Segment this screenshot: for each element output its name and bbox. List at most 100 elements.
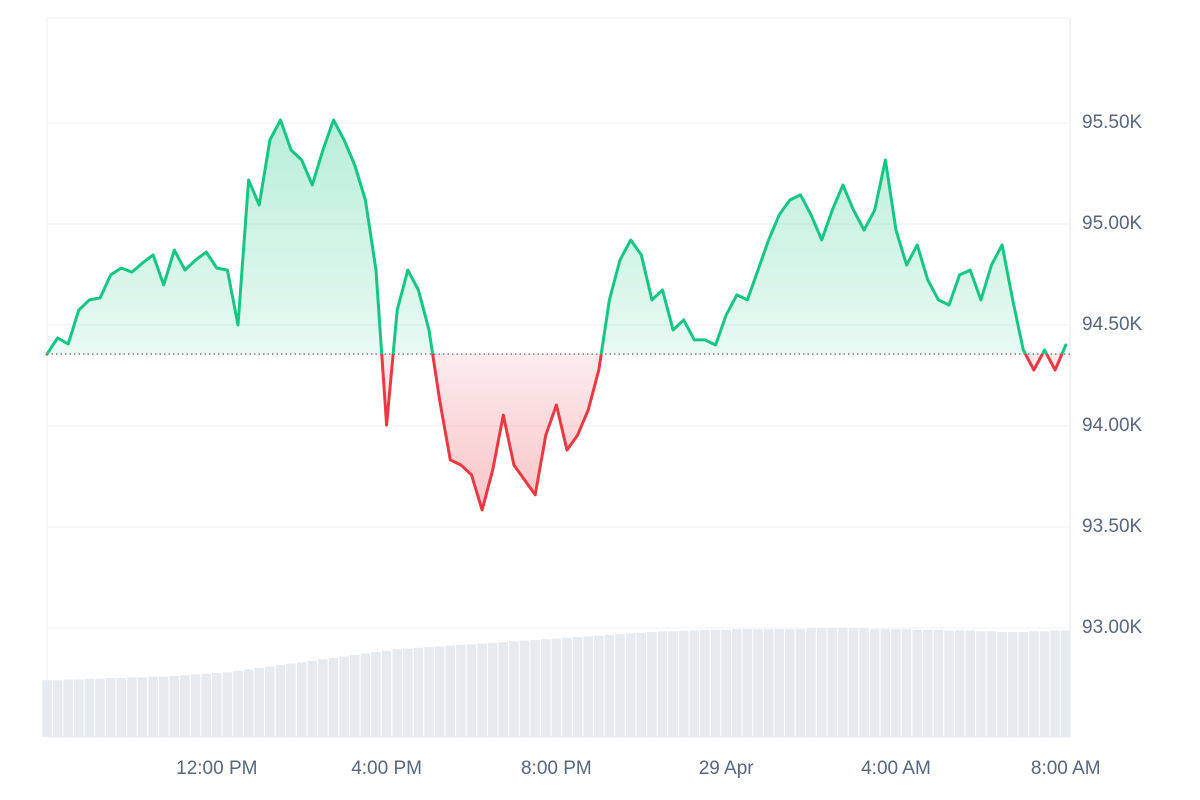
volume-bar bbox=[838, 628, 848, 737]
volume-bar bbox=[923, 629, 933, 737]
volume-bar bbox=[997, 632, 1007, 737]
volume-bar bbox=[265, 666, 275, 737]
volume-bar bbox=[753, 629, 763, 737]
volume-bar bbox=[158, 676, 169, 737]
volume-bar bbox=[763, 629, 774, 737]
volume-bar bbox=[636, 632, 647, 737]
volume-bar bbox=[254, 667, 265, 737]
volume-bar bbox=[1007, 632, 1018, 737]
volume-bar bbox=[243, 669, 254, 737]
volume-bar bbox=[180, 675, 190, 737]
volume-bar bbox=[880, 629, 891, 737]
volume-bar bbox=[827, 628, 838, 737]
x-tick-label: 8:00 PM bbox=[521, 758, 592, 779]
volume-bar bbox=[222, 672, 233, 737]
volume-bar bbox=[912, 629, 922, 737]
volume-bar bbox=[965, 630, 976, 737]
volume-bar bbox=[1029, 631, 1039, 737]
volume-bar bbox=[678, 630, 689, 737]
volume-bar bbox=[795, 629, 806, 737]
volume-bar bbox=[105, 678, 116, 737]
volume-bar bbox=[954, 630, 965, 737]
volume-bar bbox=[487, 642, 498, 737]
volume-bar bbox=[339, 656, 349, 737]
volume-bar bbox=[519, 640, 530, 737]
x-tick-label: 29 Apr bbox=[699, 758, 755, 779]
volume-bar bbox=[604, 634, 615, 737]
volume-bar bbox=[657, 631, 668, 737]
volume-bar bbox=[349, 655, 360, 737]
volume-bar bbox=[976, 631, 986, 737]
volume-bar bbox=[540, 639, 551, 737]
volume-bar bbox=[859, 628, 869, 737]
volume-bar bbox=[986, 631, 997, 737]
volume-bar bbox=[594, 635, 604, 737]
volume-bar bbox=[933, 629, 944, 737]
volume-bar bbox=[1060, 630, 1071, 737]
volume-bar bbox=[413, 647, 424, 737]
volume-bar bbox=[328, 657, 339, 737]
volume-bar bbox=[212, 673, 222, 737]
volume-bar bbox=[137, 677, 148, 737]
volume-bar bbox=[201, 673, 211, 737]
volume-bar bbox=[318, 659, 328, 737]
volume-bar bbox=[307, 660, 318, 737]
y-tick-label: 93.50K bbox=[1082, 516, 1143, 537]
volume-bar bbox=[456, 644, 466, 737]
volume-bar bbox=[95, 678, 105, 737]
volume-bar bbox=[806, 628, 816, 737]
volume-bar bbox=[498, 642, 509, 737]
volume-bar bbox=[381, 650, 392, 737]
volume-bar bbox=[848, 628, 859, 737]
y-tick-label: 94.50K bbox=[1082, 314, 1143, 335]
volume-bar bbox=[403, 648, 413, 737]
volume-bar bbox=[477, 643, 487, 737]
volume-bar bbox=[445, 645, 456, 737]
volume-bar bbox=[169, 675, 180, 737]
volume-bar bbox=[944, 630, 954, 737]
x-tick-label: 12:00 PM bbox=[176, 758, 257, 779]
volume-bar bbox=[392, 649, 402, 737]
volume-bar bbox=[466, 644, 477, 737]
volume-bar bbox=[434, 646, 445, 737]
volume-bar bbox=[551, 638, 562, 737]
volume-bar bbox=[190, 674, 201, 737]
volume-bar bbox=[286, 663, 296, 737]
volume-bar bbox=[583, 636, 593, 737]
volume-bar bbox=[647, 632, 657, 737]
volume-bar bbox=[668, 631, 678, 737]
volume-bar bbox=[42, 680, 52, 737]
volume-bar bbox=[84, 678, 95, 737]
volume-bar bbox=[689, 630, 700, 737]
x-tick-label: 8:00 AM bbox=[1031, 758, 1101, 779]
volume-bar bbox=[509, 641, 519, 737]
volume-bar bbox=[530, 639, 540, 737]
x-tick-label: 4:00 PM bbox=[351, 758, 422, 779]
volume-bar bbox=[774, 629, 785, 737]
volume-bar bbox=[710, 629, 721, 737]
volume-bar bbox=[721, 629, 731, 737]
y-tick-label: 95.00K bbox=[1082, 213, 1143, 234]
price-line bbox=[45, 118, 1068, 512]
volume-bar bbox=[233, 670, 243, 737]
volume-bar bbox=[116, 678, 127, 737]
volume-bar bbox=[424, 647, 434, 737]
volume-bar bbox=[732, 629, 742, 737]
volume-bar bbox=[371, 652, 381, 737]
x-tick-label: 4:00 AM bbox=[861, 758, 931, 779]
volume-bar bbox=[742, 629, 753, 737]
volume-bar bbox=[1018, 632, 1029, 737]
volume-bar bbox=[63, 679, 73, 737]
volume-bar bbox=[1050, 630, 1060, 737]
y-tick-label: 95.50K bbox=[1082, 112, 1143, 133]
volume-bar bbox=[275, 665, 286, 737]
volume-bar bbox=[360, 653, 371, 737]
volume-bar bbox=[891, 629, 901, 737]
volume-bar bbox=[74, 679, 84, 737]
volume-bar bbox=[296, 662, 307, 737]
volume-bar bbox=[785, 629, 795, 737]
volume-bar bbox=[562, 637, 572, 737]
volume-bar bbox=[869, 629, 880, 737]
